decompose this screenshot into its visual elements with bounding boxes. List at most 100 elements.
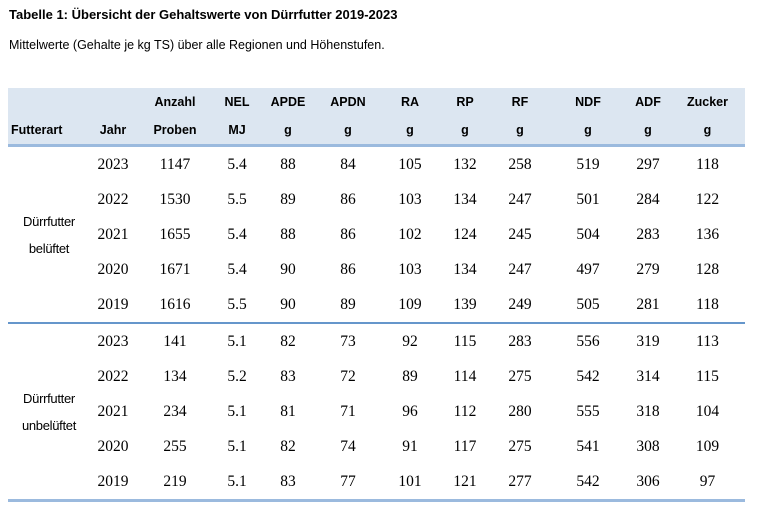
cell-adf: 318 xyxy=(636,402,660,420)
cell-proben: 234 xyxy=(163,402,187,420)
cell-zucker: 109 xyxy=(695,437,720,455)
cell-nel: 5.1 xyxy=(227,472,247,490)
cell-adf: 283 xyxy=(636,225,660,243)
cell-nel: 5.5 xyxy=(227,190,247,208)
cell-ndf: 519 xyxy=(576,155,600,173)
cell-adf: 314 xyxy=(636,367,660,385)
cell-proben: 1616 xyxy=(159,295,191,313)
column-header: RF xyxy=(490,88,550,116)
cell-apdn: 84 xyxy=(340,155,356,173)
column-header: g xyxy=(260,116,316,146)
cell-zucker: 115 xyxy=(696,367,719,385)
cell-rp: 121 xyxy=(453,472,477,490)
cell-adf: 297 xyxy=(636,155,660,173)
cell-ra: 103 xyxy=(398,260,422,278)
column-header: Zucker xyxy=(670,88,745,116)
cell-ndf: 555 xyxy=(576,402,600,420)
table-row: 2022 134 5.2 83 72 89 114 275 542 314 115 xyxy=(8,359,745,394)
table-group: Dürrfutter unbelüftet 2023 141 5.1 82 73 92 115 2… xyxy=(8,323,745,501)
cell-ndf: 556 xyxy=(576,332,600,350)
column-header: Jahr xyxy=(90,116,136,146)
cell-rp: 115 xyxy=(453,332,477,350)
cell-apde: 88 xyxy=(280,225,296,243)
column-header: g xyxy=(626,116,670,146)
cell-apde: 82 xyxy=(280,332,296,350)
group-label-line: belüftet xyxy=(28,240,70,256)
table-row: 2019 1616 5.5 90 89 109 139 249 505 281 118 xyxy=(8,287,745,323)
cell-ndf: 497 xyxy=(576,260,600,278)
cell-jahr: 2020 xyxy=(97,260,129,278)
cell-rf: 277 xyxy=(508,472,532,490)
column-header: NEL xyxy=(214,88,260,116)
table-row: 2019 219 5.1 83 77 101 121 277 542 306 97 xyxy=(8,464,745,501)
table-row: Dürrfutter unbelüftet 2023 141 5.1 82 73 92 115 2… xyxy=(8,323,745,433)
cell-apdn: 86 xyxy=(340,190,356,208)
table-row: 2020 255 5.1 82 74 91 117 275 541 308 109 xyxy=(8,429,745,464)
cell-proben: 134 xyxy=(163,367,187,385)
column-header: RA xyxy=(380,88,440,116)
column-header: RP xyxy=(440,88,490,116)
cell-ra: 103 xyxy=(398,190,422,208)
cell-proben: 1655 xyxy=(159,225,191,243)
cell-rf: 249 xyxy=(508,295,532,313)
cell-adf: 306 xyxy=(636,472,660,490)
cell-rf: 245 xyxy=(508,225,532,243)
cell-apde: 90 xyxy=(280,295,296,313)
cell-nel: 5.4 xyxy=(227,225,247,243)
cell-zucker: 128 xyxy=(695,260,720,278)
table-group: Dürrfutter belüftet 2023 1147 5.4 88 84 105 132 2… xyxy=(8,146,745,324)
cell-apdn: 72 xyxy=(340,367,356,385)
cell-apde: 83 xyxy=(280,472,296,490)
cell-apde: 83 xyxy=(280,367,296,385)
cell-ra: 92 xyxy=(402,332,418,350)
cell-rf: 280 xyxy=(508,402,532,420)
cell-apdn: 73 xyxy=(340,332,356,350)
cell-rp: 117 xyxy=(453,437,477,455)
cell-ndf: 505 xyxy=(576,295,600,313)
cell-apdn: 89 xyxy=(340,295,356,313)
cell-ndf: 501 xyxy=(576,190,600,208)
table-subtitle: Mittelwerte (Gehalte je kg TS) über alle… xyxy=(9,38,385,52)
cell-apdn: 86 xyxy=(340,260,356,278)
cell-proben: 1530 xyxy=(159,190,191,208)
cell-jahr: 2022 xyxy=(97,367,129,385)
column-header xyxy=(8,88,90,116)
cell-ra: 109 xyxy=(398,295,422,313)
header-row-top: Anzahl NEL APDE APDN RA RP RF NDF ADF Zucker xyxy=(8,88,745,116)
cell-jahr: 2021 xyxy=(97,402,129,420)
cell-proben: 219 xyxy=(163,472,187,490)
cell-proben: 141 xyxy=(163,332,187,350)
cell-rf: 275 xyxy=(508,367,532,385)
cell-zucker: 118 xyxy=(696,155,719,173)
cell-adf: 284 xyxy=(636,190,660,208)
cell-ndf: 542 xyxy=(576,367,600,385)
header-row-bottom: Futterart Jahr Proben MJ g g g g g g g g xyxy=(8,116,745,146)
column-header: APDN xyxy=(316,88,380,116)
cell-apdn: 71 xyxy=(340,402,356,420)
cell-ra: 102 xyxy=(398,225,422,243)
column-header: MJ xyxy=(214,116,260,146)
column-header: g xyxy=(380,116,440,146)
cell-rp: 134 xyxy=(453,190,477,208)
cell-zucker: 136 xyxy=(695,225,720,243)
cell-zucker: 104 xyxy=(695,402,720,420)
cell-rf: 275 xyxy=(508,437,532,455)
column-header: Anzahl xyxy=(136,88,214,116)
cell-apdn: 77 xyxy=(340,472,356,490)
cell-jahr: 2021 xyxy=(97,225,129,243)
cell-adf: 319 xyxy=(636,332,660,350)
cell-jahr: 2022 xyxy=(97,190,129,208)
cell-nel: 5.1 xyxy=(227,402,247,420)
cell-ra: 89 xyxy=(402,367,418,385)
column-header: g xyxy=(440,116,490,146)
cell-rp: 134 xyxy=(453,260,477,278)
cell-apde: 82 xyxy=(280,437,296,455)
cell-rp: 132 xyxy=(453,155,477,173)
cell-ndf: 541 xyxy=(576,437,600,455)
column-header: g xyxy=(550,116,626,146)
group-label-line: Dürrfutter xyxy=(23,390,75,406)
group-label: Dürrfutter belüftet xyxy=(8,146,90,324)
cell-zucker: 97 xyxy=(699,472,716,490)
column-header: NDF xyxy=(550,88,626,116)
